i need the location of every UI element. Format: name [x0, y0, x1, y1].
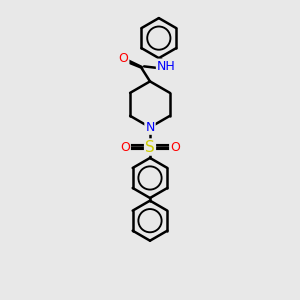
Text: O: O [170, 141, 180, 154]
Text: O: O [118, 52, 128, 65]
Text: N: N [145, 121, 155, 134]
Text: S: S [145, 140, 155, 154]
Text: NH: NH [157, 60, 176, 73]
Text: O: O [120, 141, 130, 154]
